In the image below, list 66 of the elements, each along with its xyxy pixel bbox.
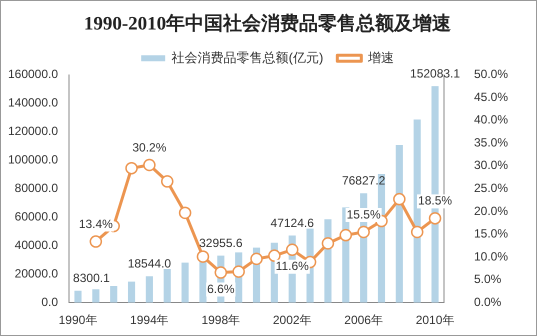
point bbox=[214, 266, 228, 279]
data-label: 30.2% bbox=[132, 140, 167, 154]
data-label: 18544.0 bbox=[128, 256, 172, 271]
point bbox=[393, 192, 406, 206]
y2-tick-label: 40.0% bbox=[474, 112, 508, 127]
y2-tick-label: 35.0% bbox=[474, 135, 508, 150]
bar bbox=[128, 282, 136, 303]
bar bbox=[74, 290, 82, 303]
bar bbox=[92, 289, 100, 303]
point bbox=[268, 249, 281, 262]
point bbox=[232, 265, 245, 278]
point bbox=[357, 226, 370, 238]
chart-title: 1990-2010年中国社会消费品零售总额及增速 bbox=[84, 12, 452, 34]
x-tick-label: 2002年 bbox=[272, 313, 312, 328]
y-tick-label: 160000.0 bbox=[8, 67, 58, 82]
y-tick-label: 0.0 bbox=[41, 294, 58, 309]
point bbox=[340, 228, 352, 242]
y-tick-label: 100000.0 bbox=[8, 152, 58, 167]
y2-tick-label: 5.0% bbox=[474, 272, 502, 286]
legend-label: 增速 bbox=[366, 50, 394, 65]
y2-tick-label: 30.0% bbox=[474, 158, 508, 172]
y2-tick-label: 25.0% bbox=[474, 181, 508, 196]
point bbox=[196, 250, 210, 263]
y-tick-label: 80000.0 bbox=[14, 181, 58, 196]
point bbox=[410, 226, 424, 238]
point bbox=[160, 175, 174, 188]
y2-tick-label: 50.0% bbox=[474, 67, 508, 82]
point bbox=[125, 162, 138, 174]
data-label: 13.4% bbox=[78, 216, 114, 231]
y-tick-label: 120000.0 bbox=[8, 124, 58, 138]
x-tick-label: 2006年 bbox=[344, 313, 383, 328]
y-tick-label: 40000.0 bbox=[14, 238, 58, 252]
point bbox=[250, 252, 263, 266]
x-tick-label: 1998年 bbox=[201, 313, 240, 328]
point bbox=[286, 244, 298, 256]
y-tick-label: 60000.0 bbox=[14, 209, 58, 224]
point bbox=[178, 206, 192, 220]
point bbox=[143, 158, 156, 172]
bar bbox=[146, 276, 153, 303]
y2-tick-label: 45.0% bbox=[474, 90, 508, 104]
point bbox=[90, 235, 102, 248]
y2-tick-label: 10.0% bbox=[474, 249, 508, 264]
data-label: 18.5% bbox=[418, 194, 452, 208]
x-tick-label: 2010年 bbox=[416, 313, 454, 328]
x-tick-label: 1994年 bbox=[130, 313, 169, 328]
data-label: 11.6% bbox=[276, 259, 310, 274]
bar bbox=[164, 269, 171, 303]
y-tick-label: 20000.0 bbox=[14, 266, 58, 280]
data-label: 15.5% bbox=[346, 207, 381, 222]
bar bbox=[110, 286, 118, 303]
point bbox=[428, 212, 442, 225]
data-label: 8300.1 bbox=[73, 271, 110, 286]
data-label: 32955.6 bbox=[199, 236, 243, 250]
data-label: 76827.2 bbox=[342, 174, 386, 188]
x-tick-label: 1990年 bbox=[58, 313, 98, 328]
legend-label: 社会消费品零售总额(亿元) bbox=[172, 50, 324, 65]
data-label: 6.6% bbox=[207, 282, 235, 296]
y2-tick-label: 0.0% bbox=[474, 294, 502, 309]
y2-tick-label: 20.0% bbox=[474, 204, 508, 218]
data-label: 47124.6 bbox=[270, 216, 314, 230]
bar bbox=[182, 262, 189, 303]
data-label: 152083.1 bbox=[410, 66, 460, 80]
point bbox=[322, 237, 334, 250]
y-tick-label: 140000.0 bbox=[8, 96, 58, 110]
bar bbox=[396, 144, 403, 303]
y2-tick-label: 15.0% bbox=[474, 226, 508, 241]
